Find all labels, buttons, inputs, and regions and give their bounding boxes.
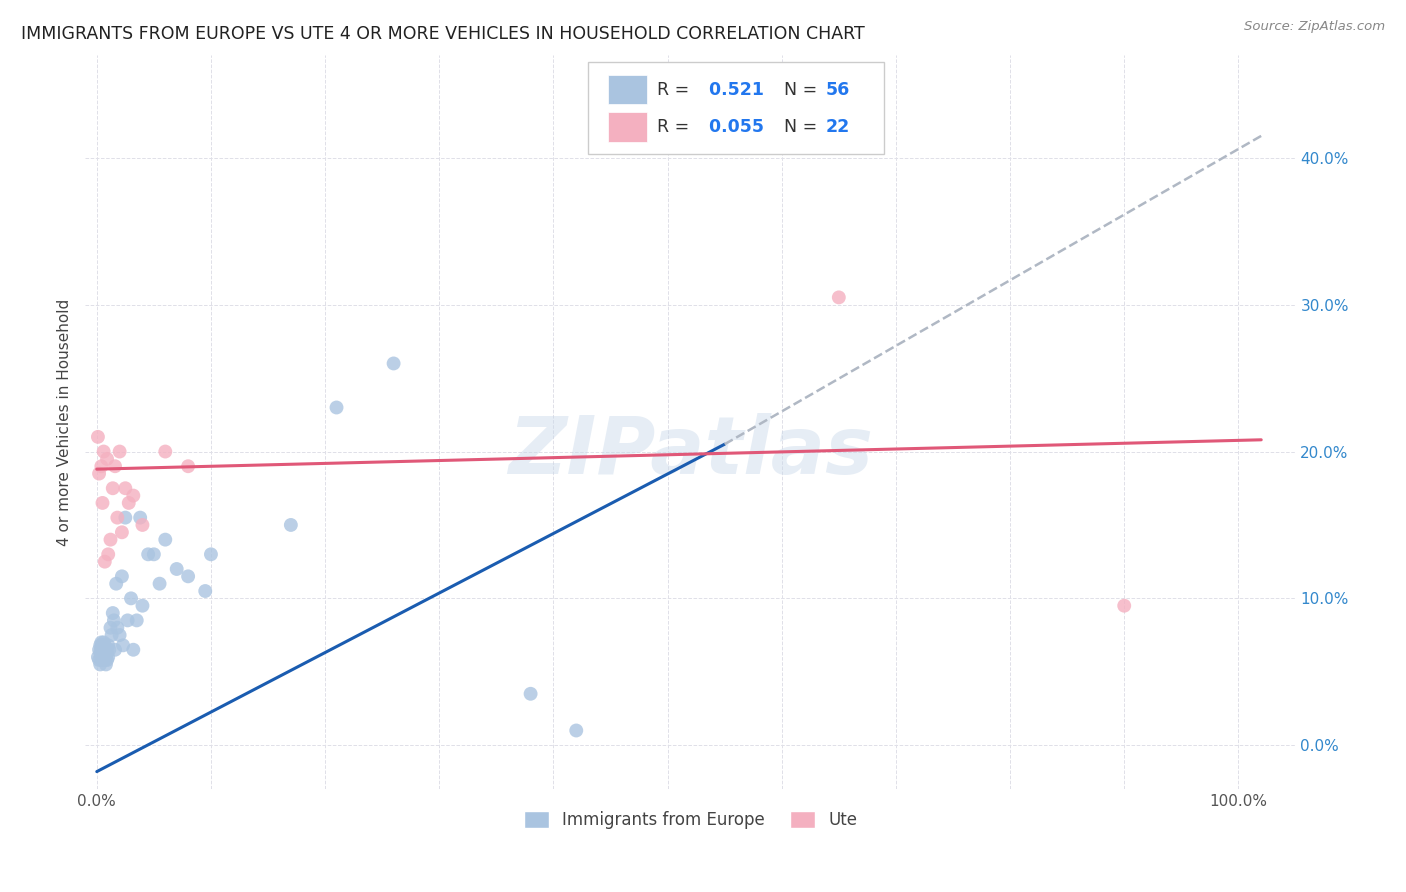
Point [91, 496, 114, 510]
Point [96, 451, 118, 466]
Point [828, 290, 851, 304]
Point [89, 646, 111, 660]
Point [101, 481, 124, 495]
Point [117, 613, 139, 627]
Point [93, 635, 115, 649]
Point [125, 613, 148, 627]
Point [87, 430, 110, 444]
Point [94, 555, 117, 569]
Text: 0.521: 0.521 [703, 81, 763, 99]
Point [111, 525, 134, 540]
Point [194, 584, 217, 599]
Point [96, 653, 118, 667]
Point [129, 510, 152, 524]
Point [200, 547, 222, 561]
Point [155, 533, 177, 547]
Point [519, 687, 541, 701]
Point [87, 653, 110, 667]
Point [94, 642, 117, 657]
Point [108, 628, 131, 642]
Point [90, 459, 112, 474]
Point [96, 646, 118, 660]
Text: N =: N = [773, 118, 823, 136]
Text: 56: 56 [825, 81, 851, 99]
Point [94, 657, 117, 672]
Text: IMMIGRANTS FROM EUROPE VS UTE 4 OR MORE VEHICLES IN HOUSEHOLD CORRELATION CHART: IMMIGRANTS FROM EUROPE VS UTE 4 OR MORE … [21, 25, 865, 43]
Point [91, 638, 114, 652]
Point [122, 489, 145, 503]
Text: R =: R = [657, 81, 695, 99]
Point [89, 638, 111, 652]
FancyBboxPatch shape [588, 62, 884, 154]
Point [1114, 599, 1136, 613]
Point [148, 576, 170, 591]
Point [97, 547, 120, 561]
Point [105, 576, 128, 591]
Point [97, 650, 120, 665]
Point [114, 481, 136, 495]
Point [142, 547, 165, 561]
Point [93, 642, 115, 657]
Text: R =: R = [657, 118, 695, 136]
Point [122, 642, 145, 657]
Point [118, 496, 141, 510]
Text: 0.055: 0.055 [703, 118, 763, 136]
Point [136, 547, 159, 561]
Point [89, 657, 111, 672]
Point [105, 510, 128, 524]
Point [90, 642, 112, 657]
Point [105, 621, 128, 635]
Point [103, 613, 125, 627]
Point [112, 638, 135, 652]
Point [98, 642, 121, 657]
Point [87, 642, 110, 657]
Point [166, 562, 188, 576]
Point [91, 653, 114, 667]
Point [100, 533, 122, 547]
Point [90, 650, 112, 665]
FancyBboxPatch shape [609, 75, 647, 104]
Legend: Immigrants from Europe, Ute: Immigrants from Europe, Ute [517, 805, 863, 836]
Point [104, 459, 127, 474]
Point [120, 591, 142, 606]
Point [100, 621, 122, 635]
Point [382, 356, 405, 370]
Y-axis label: 4 or more Vehicles in Household: 4 or more Vehicles in Household [58, 299, 72, 546]
Point [87, 650, 110, 665]
Point [111, 569, 134, 583]
Point [177, 569, 200, 583]
FancyBboxPatch shape [609, 112, 647, 142]
Text: 22: 22 [825, 118, 851, 136]
Point [91, 646, 114, 660]
Point [94, 650, 117, 665]
Point [97, 638, 120, 652]
Text: Source: ZipAtlas.com: Source: ZipAtlas.com [1244, 20, 1385, 33]
Point [87, 467, 110, 481]
Point [325, 401, 347, 415]
Point [93, 444, 115, 458]
Point [131, 599, 153, 613]
Text: ZIPatlas: ZIPatlas [508, 412, 873, 491]
Point [94, 638, 117, 652]
Point [280, 518, 302, 533]
Point [90, 635, 112, 649]
Point [131, 518, 153, 533]
Point [155, 444, 177, 458]
Point [101, 606, 124, 620]
Point [177, 459, 200, 474]
Point [94, 653, 117, 667]
Point [100, 628, 122, 642]
Point [104, 642, 127, 657]
Text: N =: N = [773, 81, 823, 99]
Point [565, 723, 588, 738]
Point [108, 444, 131, 458]
Point [114, 510, 136, 524]
Point [93, 650, 115, 665]
Point [94, 646, 117, 660]
